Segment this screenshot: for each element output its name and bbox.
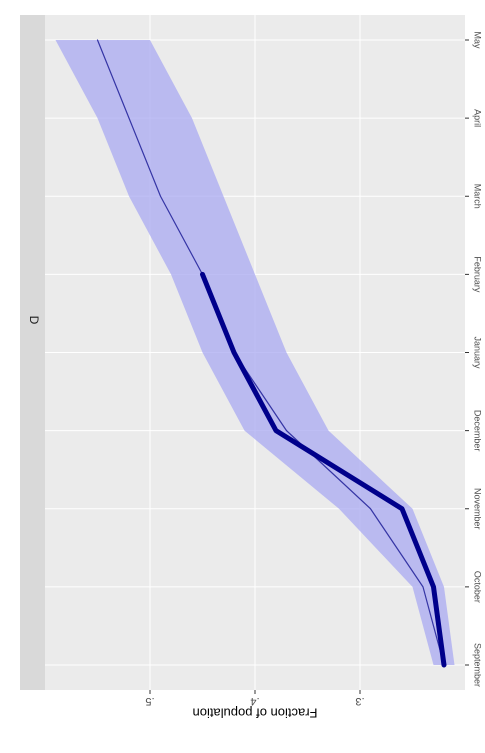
x-tick-label: January	[473, 336, 483, 369]
y-tick-label: .4	[250, 695, 259, 707]
y-tick-label: .5	[145, 695, 154, 707]
y-tick-label: .3	[355, 695, 364, 707]
x-tick-label: May	[473, 31, 483, 49]
x-tick-label: February	[473, 256, 483, 293]
confidence-band	[55, 40, 455, 665]
strip	[20, 15, 45, 690]
x-tick-label: October	[473, 571, 483, 603]
x-tick-label: November	[473, 488, 483, 530]
x-tick-label: March	[473, 184, 483, 209]
x-tick-label: April	[473, 109, 483, 127]
y-axis-title: Fraction of population	[192, 706, 317, 721]
x-tick-label: September	[473, 643, 483, 687]
series-line	[200, 271, 447, 668]
x-tick-label: December	[473, 410, 483, 452]
panel-label: D	[27, 316, 41, 325]
